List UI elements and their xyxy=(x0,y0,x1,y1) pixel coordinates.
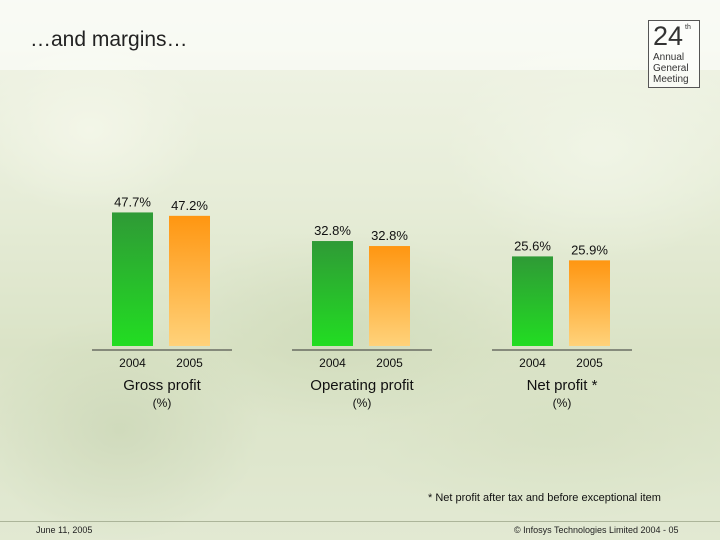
logo-line-general: General xyxy=(653,63,689,74)
net-profit-value-label-2005: 25.9% xyxy=(571,242,608,257)
slide-title: …and margins… xyxy=(30,28,188,51)
net-profit-value-label-2004: 25.6% xyxy=(514,238,551,253)
operating-profit-category-2005: 2005 xyxy=(376,356,403,370)
net-profit-category-2005: 2005 xyxy=(576,356,603,370)
gross-profit-unit: (%) xyxy=(153,396,172,410)
gross-profit-bar-2004 xyxy=(112,212,153,346)
agm-logo: 24 th Annual General Meeting xyxy=(648,20,700,88)
header-band xyxy=(0,0,720,70)
gross-profit-category-2005: 2005 xyxy=(176,356,203,370)
net-profit-unit: (%) xyxy=(553,396,572,410)
gross-profit-category-2004: 2004 xyxy=(119,356,146,370)
operating-profit-unit: (%) xyxy=(353,396,372,410)
footer-copyright: © Infosys Technologies Limited 2004 - 05 xyxy=(514,525,679,535)
logo-line-annual: Annual xyxy=(653,52,685,63)
operating-profit-bar-2004 xyxy=(312,241,353,346)
logo-number: 24 xyxy=(653,21,684,51)
footer-date: June 11, 2005 xyxy=(36,525,93,535)
gross-profit-value-label-2005: 47.2% xyxy=(171,198,208,213)
net-profit-bar-2004 xyxy=(512,256,553,346)
gross-profit-title: Gross profit xyxy=(123,377,201,394)
operating-profit-value-label-2004: 32.8% xyxy=(314,223,351,238)
operating-profit-category-2004: 2004 xyxy=(319,356,346,370)
net-profit-bar-2005 xyxy=(569,260,610,346)
footnote: * Net profit after tax and before except… xyxy=(428,492,661,504)
footer-divider xyxy=(0,521,720,522)
operating-profit-bar-2005 xyxy=(369,246,410,346)
net-profit-title: Net profit * xyxy=(527,377,598,394)
operating-profit-title: Operating profit xyxy=(310,377,414,394)
gross-profit-value-label-2004: 47.7% xyxy=(114,194,151,209)
gross-profit-bar-2005 xyxy=(169,215,210,346)
logo-superscript: th xyxy=(685,24,691,31)
operating-profit-value-label-2005: 32.8% xyxy=(371,228,408,243)
net-profit-category-2004: 2004 xyxy=(519,356,546,370)
logo-line-meeting: Meeting xyxy=(653,74,689,85)
